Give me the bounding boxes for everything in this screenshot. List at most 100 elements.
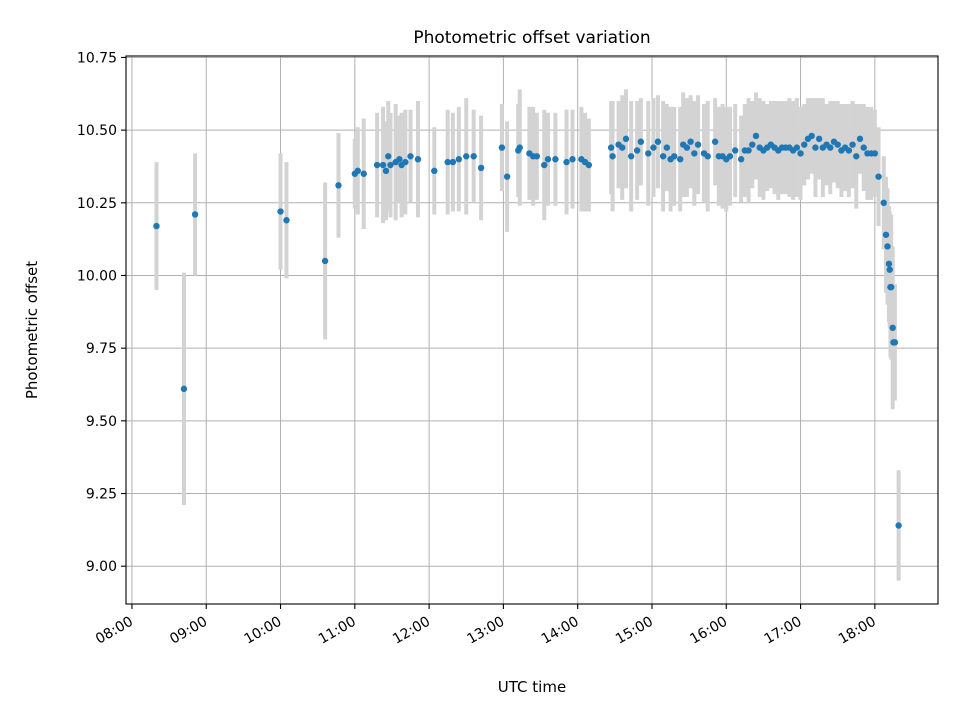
data-point	[607, 144, 615, 151]
data-point	[396, 156, 403, 163]
data-point	[737, 156, 745, 163]
data-point	[752, 132, 760, 140]
x-tick-label: 18:00	[836, 614, 879, 648]
data-point	[659, 153, 667, 160]
data-point	[704, 153, 711, 160]
x-tick-label: 14:00	[539, 614, 582, 648]
data-point	[887, 283, 895, 291]
x-tick-label: 16:00	[687, 614, 730, 648]
data-point	[637, 138, 645, 145]
data-point	[541, 161, 548, 169]
data-point	[875, 173, 882, 180]
data-point	[886, 266, 893, 273]
data-point	[382, 167, 390, 175]
data-point	[749, 141, 756, 148]
data-point	[812, 144, 819, 151]
data-point	[815, 135, 823, 143]
data-point	[354, 167, 361, 175]
data-point	[853, 153, 860, 160]
data-point	[444, 158, 451, 166]
data-point	[533, 153, 541, 160]
data-point	[431, 167, 438, 175]
data-point	[808, 132, 815, 140]
y-tick-label: 10.75	[77, 50, 117, 66]
data-point	[335, 182, 342, 189]
y-tick-label: 9.25	[86, 487, 117, 503]
data-point	[385, 153, 392, 160]
data-point	[622, 135, 630, 143]
data-point	[360, 170, 367, 177]
data-point	[552, 156, 559, 163]
data-point	[687, 138, 694, 145]
x-tick-label: 13:00	[464, 614, 507, 648]
x-tick-label: 09:00	[167, 614, 210, 648]
y-tick-label: 9.50	[86, 414, 117, 430]
data-point	[627, 153, 635, 160]
data-point	[856, 135, 864, 143]
data-point	[677, 156, 684, 163]
y-tick-label: 10.50	[77, 123, 117, 139]
data-point	[321, 257, 329, 265]
data-point	[470, 153, 477, 160]
data-point	[797, 150, 804, 157]
data-point	[277, 208, 284, 215]
data-point	[711, 138, 719, 145]
data-point	[402, 158, 409, 166]
y-axis-label: Photometric offset	[23, 261, 41, 399]
data-point	[694, 141, 702, 148]
data-point	[283, 217, 290, 224]
data-point	[731, 147, 739, 154]
data-point	[645, 150, 652, 157]
data-point	[191, 211, 199, 218]
data-point	[745, 147, 752, 154]
x-tick-label: 15:00	[613, 614, 656, 648]
data-point	[407, 153, 414, 160]
data-point	[691, 150, 698, 157]
x-tick-label: 08:00	[93, 614, 136, 648]
data-point	[663, 144, 671, 151]
x-axis-ticks: 08:00 09:00 10:00 11:00 12:00 13:00 14:00 15:00…	[93, 604, 879, 648]
y-tick-label: 9.00	[86, 559, 117, 575]
y-axis-ticks: 9.00 9.25 9.50 9.75 10.00 10.25 10.50 10.75	[77, 50, 126, 575]
data-point	[885, 260, 893, 268]
data-point	[563, 158, 570, 166]
data-point	[849, 141, 856, 148]
data-point	[827, 144, 834, 151]
data-point	[871, 150, 879, 157]
x-tick-label: 11:00	[316, 614, 359, 648]
x-tick-label: 17:00	[762, 614, 805, 648]
data-points	[153, 132, 902, 529]
data-point	[793, 144, 801, 151]
data-point	[683, 144, 691, 151]
data-point	[891, 339, 899, 346]
data-point	[387, 161, 394, 169]
data-point	[569, 156, 576, 163]
data-point	[845, 147, 853, 154]
x-axis-label: UTC time	[498, 678, 566, 696]
data-point	[544, 156, 552, 163]
data-point	[609, 153, 616, 160]
x-tick-label: 12:00	[390, 614, 433, 648]
data-point	[379, 161, 387, 169]
data-point	[633, 147, 641, 154]
data-point	[801, 141, 808, 148]
data-point	[882, 231, 890, 238]
data-point	[671, 153, 678, 160]
data-point	[726, 153, 734, 160]
data-point	[880, 199, 887, 207]
data-point	[373, 161, 381, 169]
x-tick-label: 10:00	[242, 614, 285, 648]
plot-frame	[125, 55, 939, 605]
data-point	[654, 138, 662, 145]
data-point	[414, 156, 422, 163]
data-point	[449, 158, 457, 166]
data-point	[463, 153, 470, 160]
chart-title: Photometric offset variation	[413, 28, 650, 48]
data-point	[889, 324, 896, 332]
y-tick-label: 9.75	[86, 341, 117, 357]
data-point	[834, 141, 841, 148]
data-point	[650, 144, 657, 151]
data-point	[860, 144, 867, 151]
